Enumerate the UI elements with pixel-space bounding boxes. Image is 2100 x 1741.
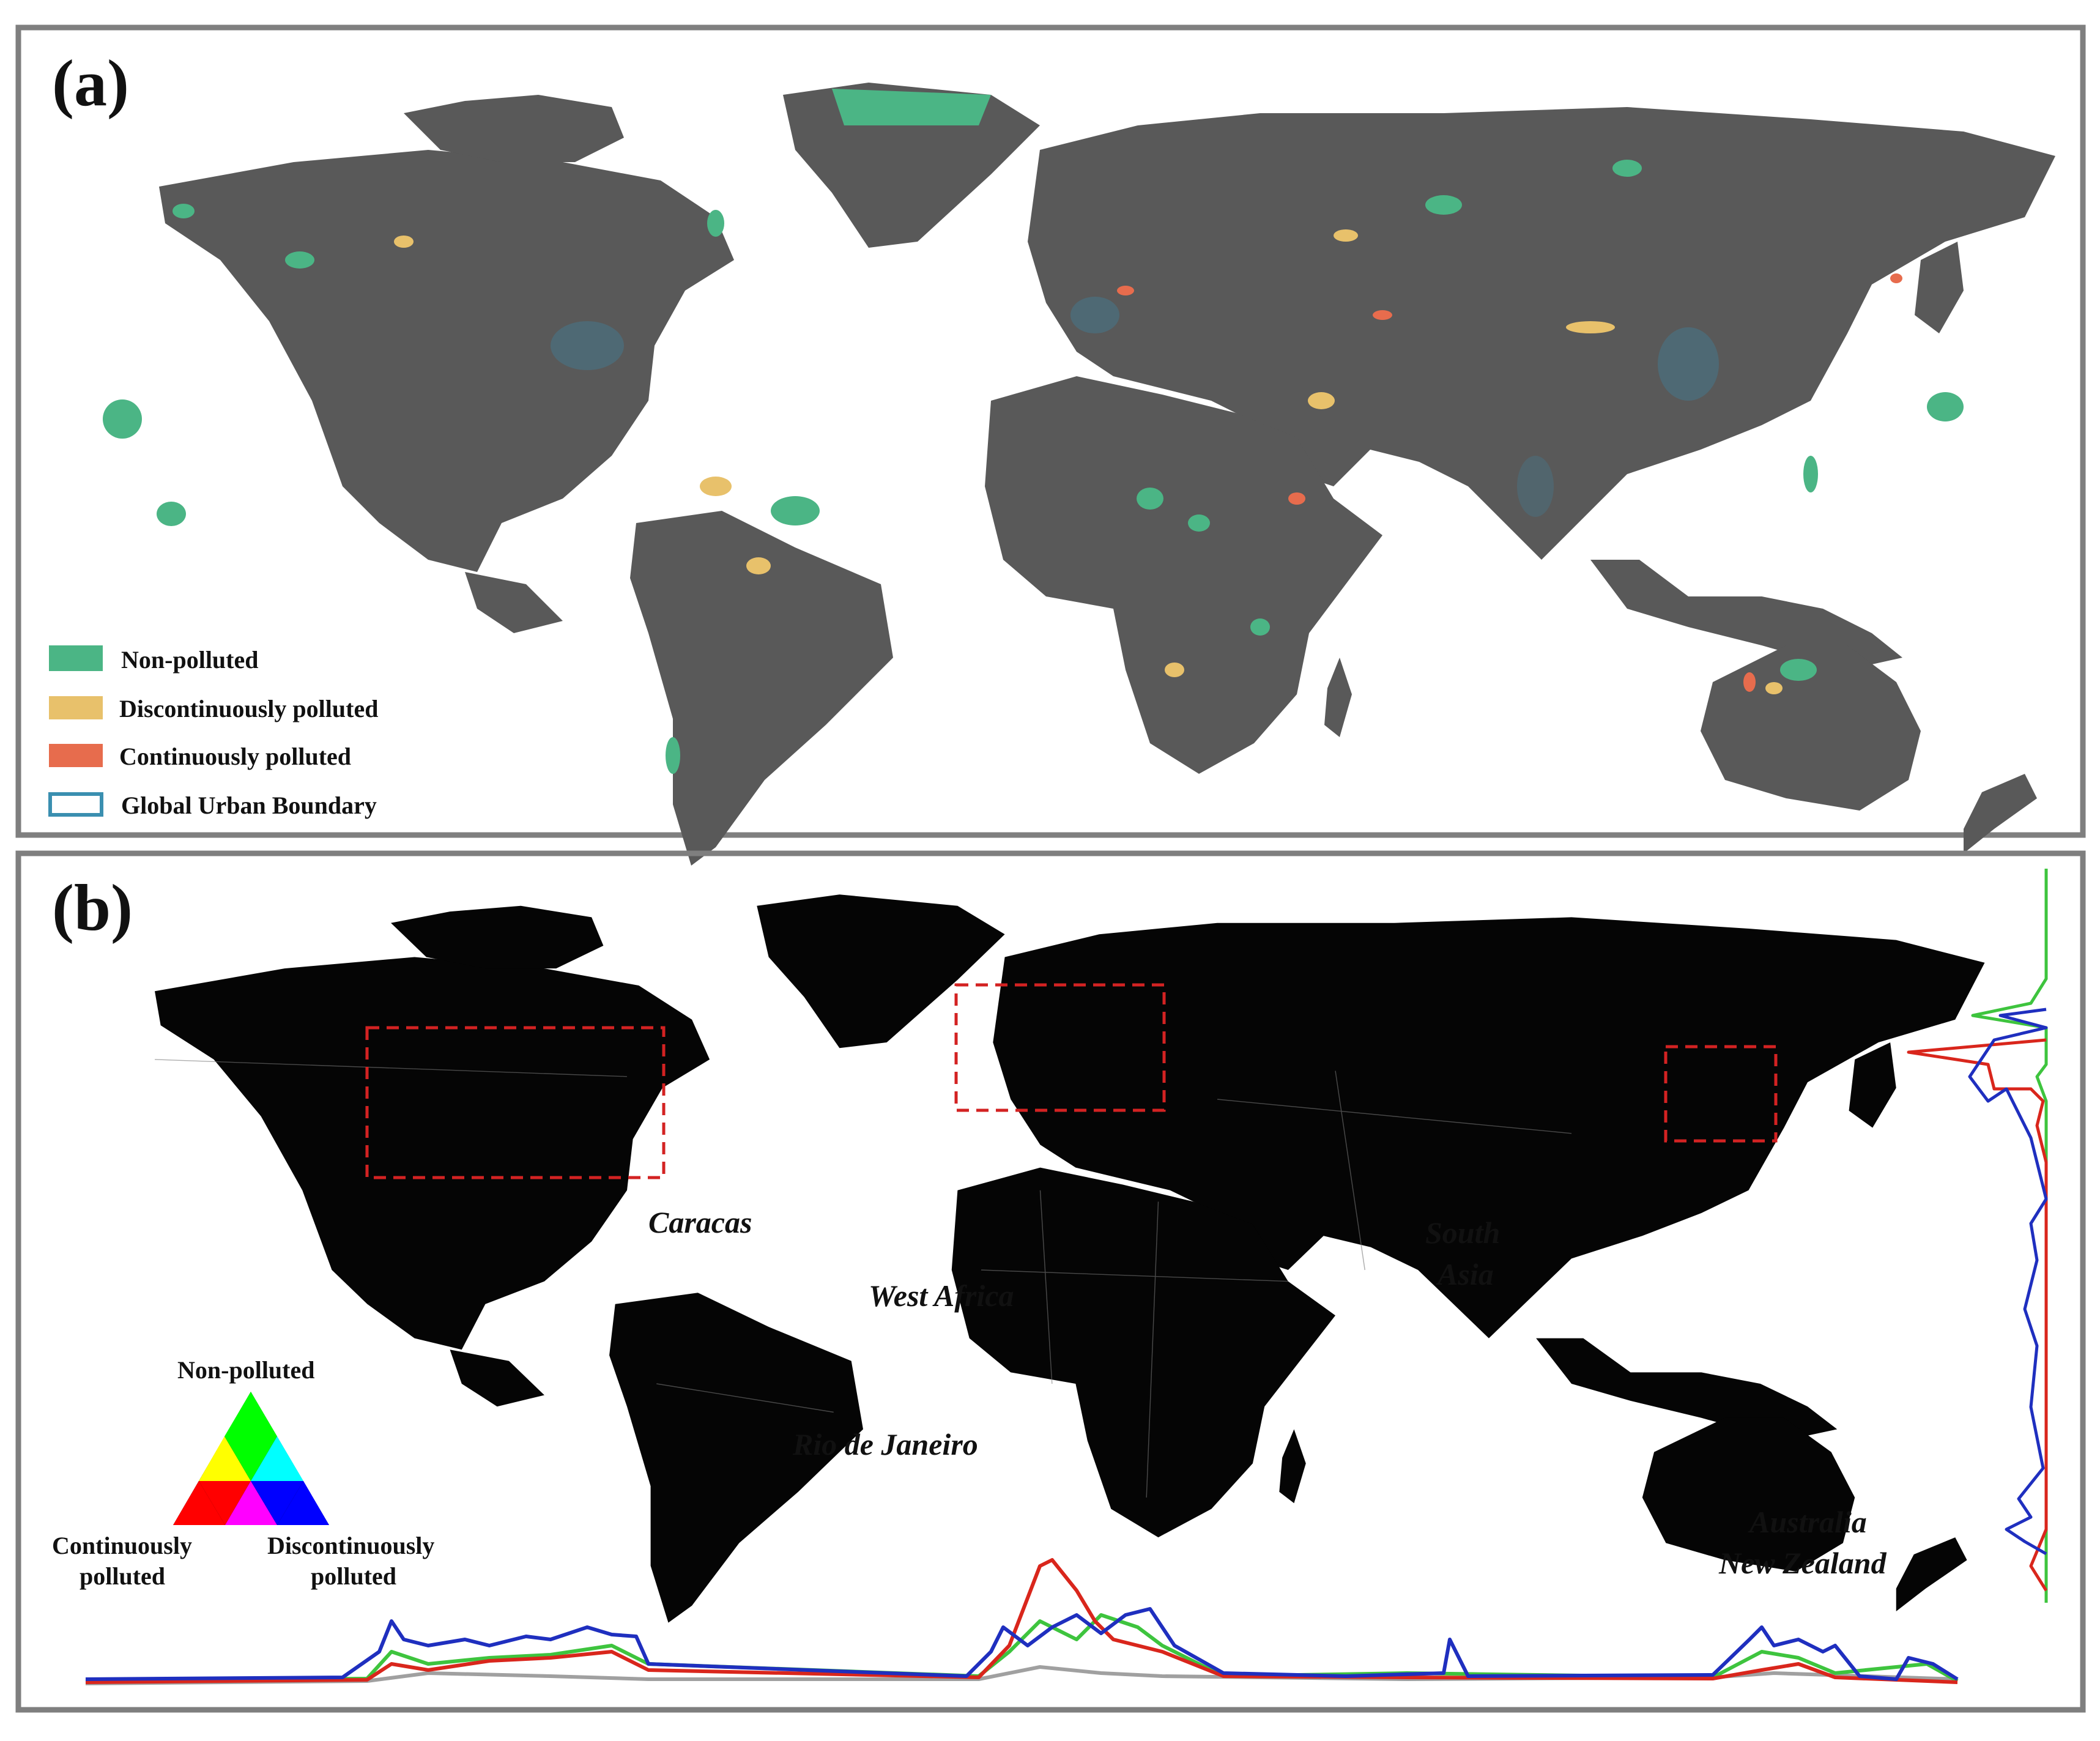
ternary-cell-magenta xyxy=(225,1481,277,1525)
region-label-new-zealand: New Zealand xyxy=(1718,1546,1887,1580)
legend-a-item-non-polluted: Non-polluted xyxy=(49,645,259,674)
panel-a: (a) xyxy=(15,24,2086,866)
ternary-label-continuously-line1: Continuously xyxy=(52,1532,192,1559)
ternary-label-discontinuously-line2: polluted xyxy=(311,1562,396,1590)
legend-a-item-continuously-polluted: Continuously polluted xyxy=(49,743,351,770)
latitude-profile xyxy=(1907,869,2048,1603)
world-map-a xyxy=(103,83,2055,866)
highlight-box-europe xyxy=(954,983,1166,1112)
ternary-label-non-polluted: Non-polluted xyxy=(177,1356,315,1384)
longitude-profile xyxy=(85,1558,1959,1685)
region-label-asia: Asia xyxy=(1436,1257,1494,1291)
region-label-south: South xyxy=(1425,1216,1500,1250)
profile-red xyxy=(85,1558,1958,1684)
legend-a-label: Non-polluted xyxy=(121,646,259,674)
country-borders xyxy=(154,1059,1572,1498)
ternary-label-discontinuously-line1: Discontinuously xyxy=(267,1532,434,1559)
legend-a-swatch xyxy=(49,696,103,719)
ternary-cell-green-inner xyxy=(224,1436,277,1481)
panel-a-frame xyxy=(15,24,2086,838)
ternary-cell-green xyxy=(224,1392,277,1436)
world-map-b xyxy=(154,894,1985,1623)
ternary-cell-blue-inner xyxy=(251,1481,303,1525)
panel-b-label: (b) xyxy=(52,872,133,945)
highlight-box-north-america xyxy=(365,1026,666,1179)
legend-a-swatch xyxy=(49,645,103,671)
continuously-polluted-patches xyxy=(1117,273,1902,692)
profile-blue xyxy=(85,1607,1959,1681)
panel-b-frame xyxy=(15,850,2086,1713)
legend-a-label: Continuously polluted xyxy=(119,743,351,770)
ternary-cell-red-inner xyxy=(199,1481,251,1525)
lat-profile-green xyxy=(1971,869,2048,1603)
highlight-box-japan xyxy=(1664,1045,1778,1143)
panel-b: (b) xyxy=(15,850,2086,1713)
region-label-rio-de-janeiro: Rio de Janeiro xyxy=(792,1427,978,1461)
lat-profile-blue xyxy=(1968,1008,2048,1556)
ternary-label-continuously-line2: polluted xyxy=(80,1562,165,1590)
ternary-cell-blue xyxy=(277,1481,329,1525)
region-labels: Caracas West Africa South Asia Rio de Ja… xyxy=(648,1205,1887,1580)
profile-green xyxy=(85,1613,1959,1683)
non-polluted-patches xyxy=(103,89,1964,774)
land-a xyxy=(159,83,2055,866)
land-b xyxy=(155,894,1985,1623)
ternary-cell-yellow xyxy=(199,1436,251,1481)
legend-a-label: Discontinuously polluted xyxy=(119,695,378,722)
region-label-west-africa: West Africa xyxy=(869,1279,1014,1313)
urban-boundary-marks xyxy=(551,297,1719,517)
legend-a-item-discontinuously-polluted: Discontinuously polluted xyxy=(49,695,378,722)
ternary-cell-red xyxy=(173,1481,225,1525)
ternary-legend: Non-polluted Continuously polluted Disco… xyxy=(52,1356,434,1590)
ternary-cell-cyan xyxy=(251,1436,303,1481)
panel-a-label: (a) xyxy=(52,47,129,120)
legend-a-swatch xyxy=(49,744,103,767)
legend-a-label: Global Urban Boundary xyxy=(121,792,377,819)
legend-a-swatch-outline xyxy=(48,792,103,817)
region-label-australia: Australia xyxy=(1748,1505,1867,1539)
highlight-boxes xyxy=(365,983,1778,1179)
legend-a: Non-polluted Discontinuously polluted Co… xyxy=(48,645,378,819)
lat-profile-red xyxy=(1907,1038,2048,1592)
region-label-caracas: Caracas xyxy=(648,1205,752,1239)
legend-a-item-global-urban-boundary: Global Urban Boundary xyxy=(48,792,377,819)
discontinuously-polluted-patches xyxy=(394,229,1783,694)
